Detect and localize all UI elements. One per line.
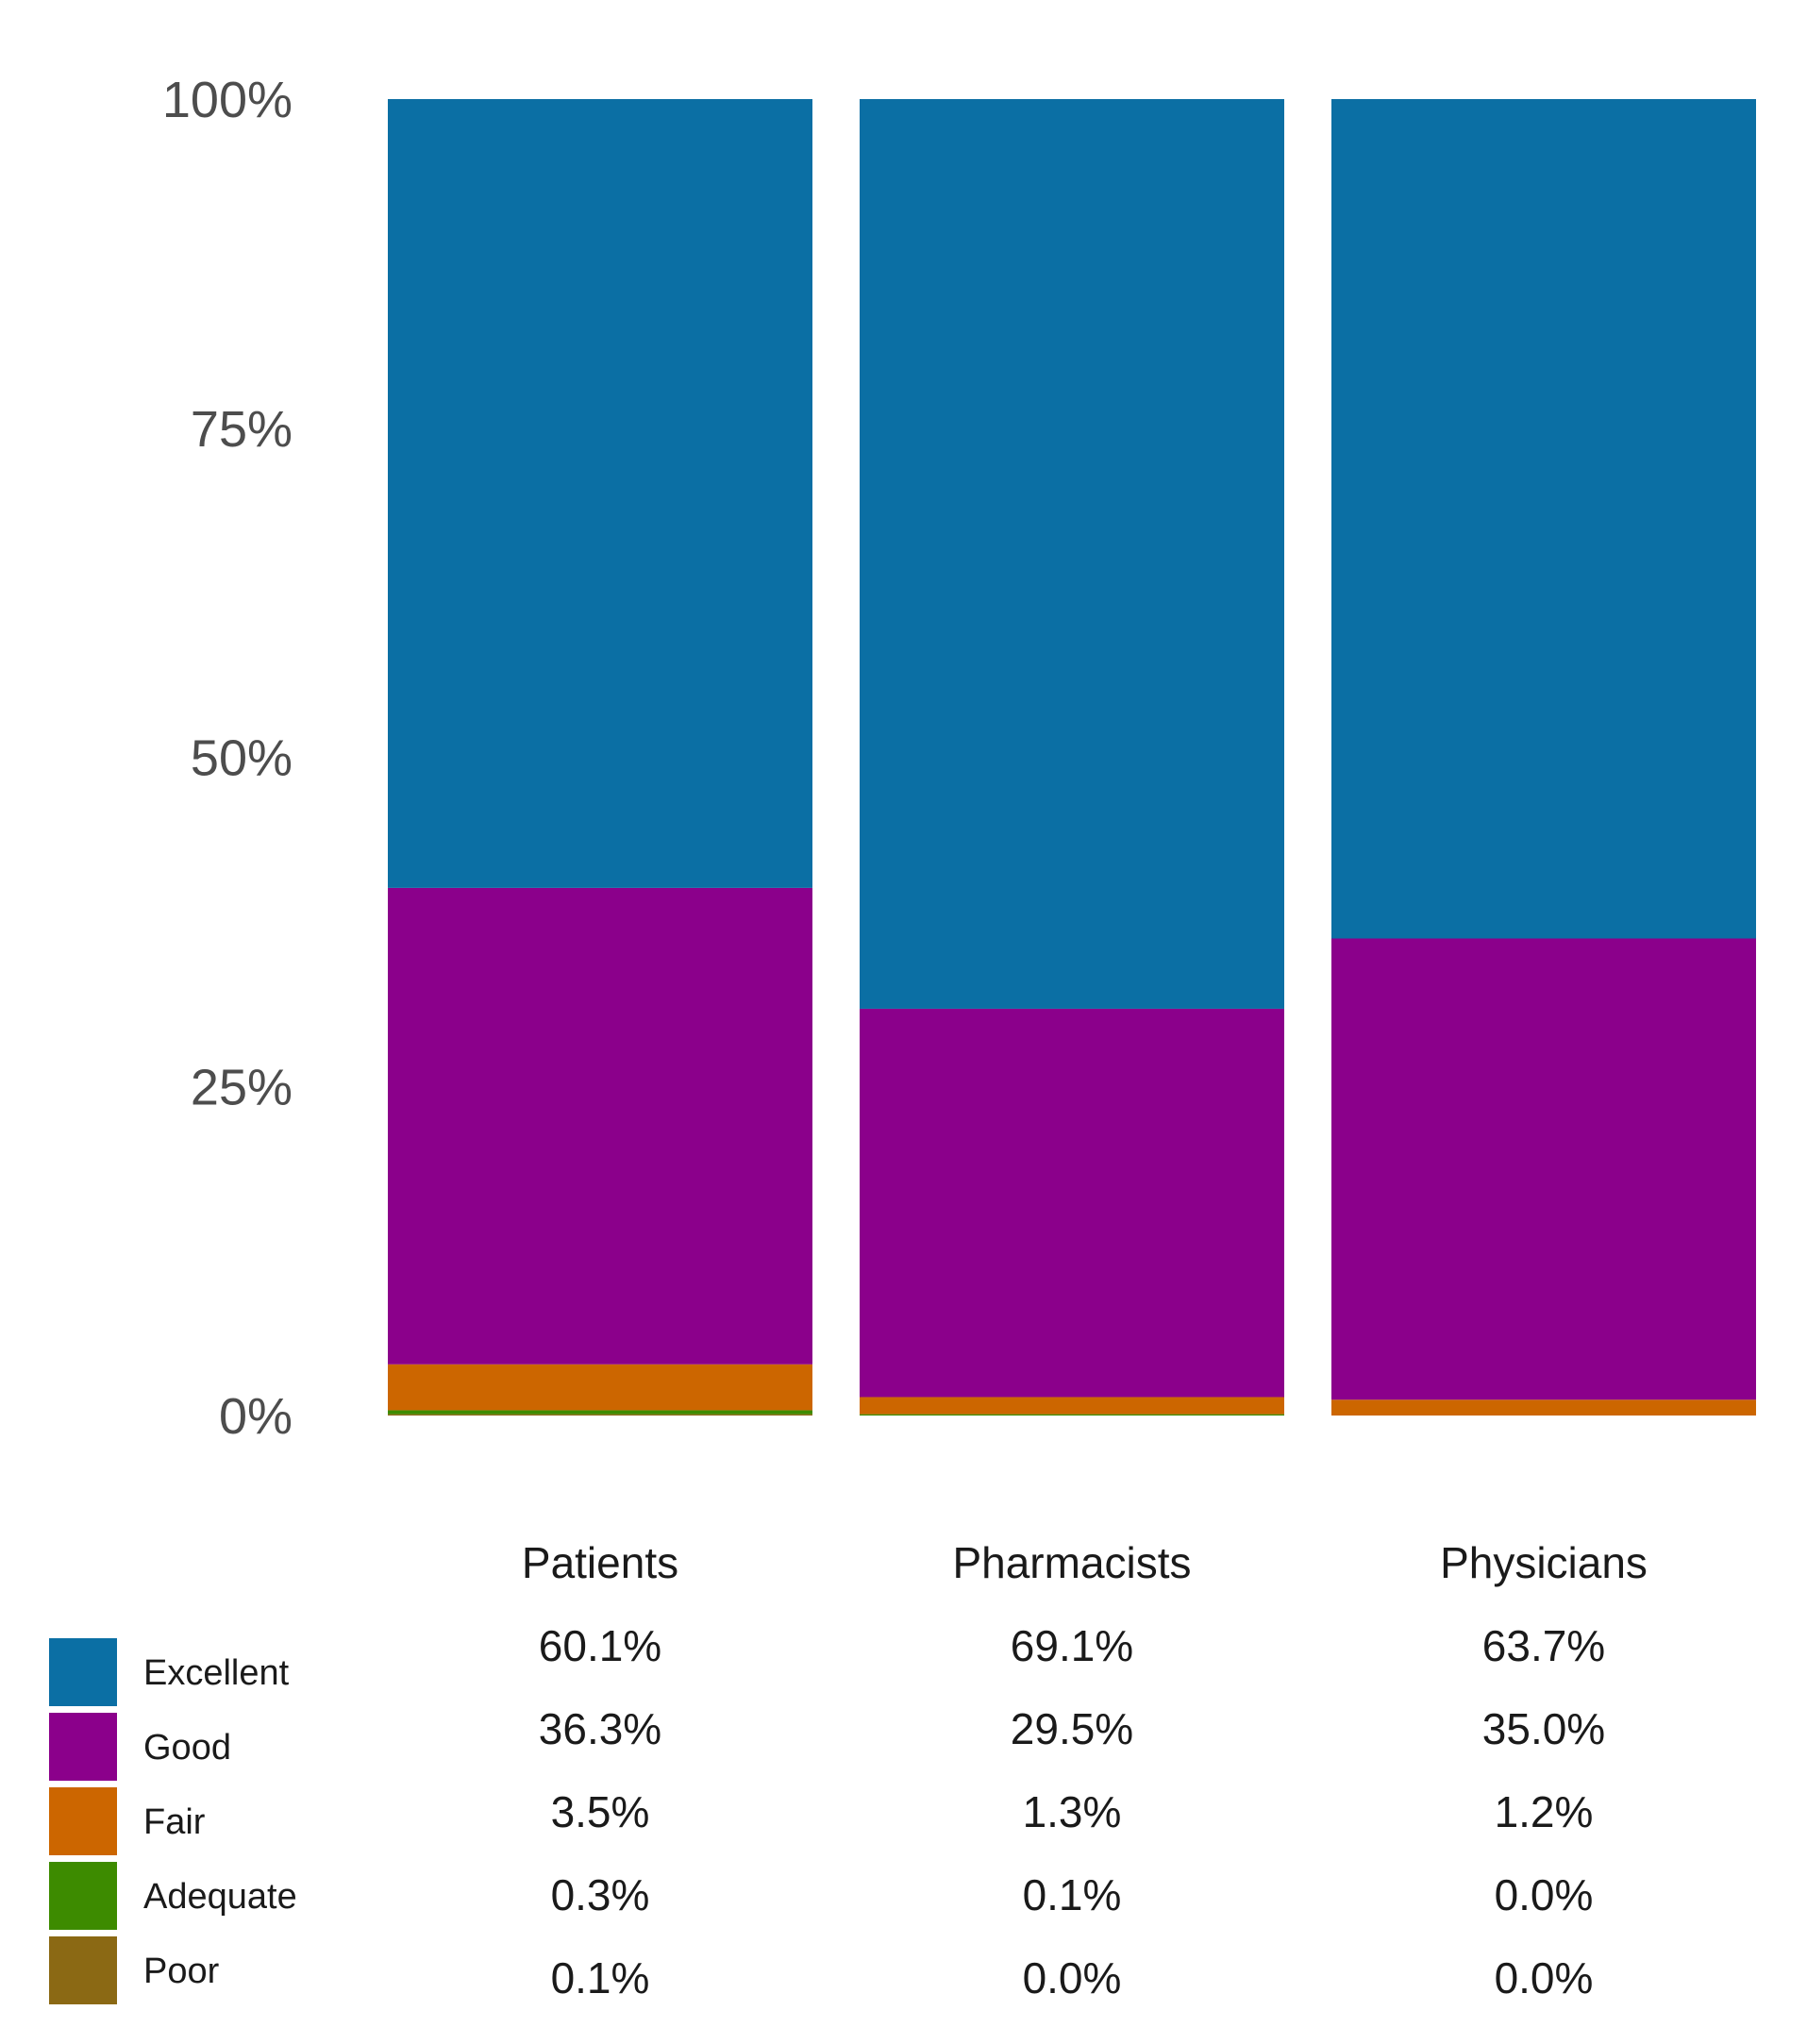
data-label-pharmacists-excellent: 69.1% — [1011, 1621, 1133, 1670]
y-tick-label-75pct: 75% — [191, 401, 293, 458]
category-labels: Patients Pharmacists Physicians — [522, 1538, 1648, 1587]
legend-swatch-fair — [49, 1787, 117, 1855]
data-label-pharmacists-poor: 0.0% — [1023, 1953, 1122, 2002]
data-label-patients-poor: 0.1% — [551, 1953, 650, 2002]
y-tick-label-100pct: 100% — [162, 72, 293, 128]
category-label-pharmacists: Pharmacists — [952, 1538, 1191, 1587]
category-label-physicians: Physicians — [1440, 1538, 1648, 1587]
bar-stack-physicians — [1331, 99, 1756, 1416]
bar-physicians-excellent — [1331, 99, 1756, 939]
legend-item-poor: Poor — [49, 1936, 220, 2004]
legend-label-excellent: Excellent — [143, 1653, 290, 1693]
legend-label-fair: Fair — [143, 1802, 206, 1842]
data-label-pharmacists-adequate: 0.1% — [1023, 1870, 1122, 1919]
category-label-patients: Patients — [522, 1538, 678, 1587]
legend-swatch-good — [49, 1713, 117, 1781]
value-table: 60.1% 69.1% 63.7% 36.3% 29.5% 35.0% 3.5% 1.3% 1.… — [539, 1621, 1605, 2002]
legend-label-adequate: Adequate — [143, 1877, 297, 1917]
legend-swatch-poor — [49, 1936, 117, 2004]
data-label-pharmacists-fair: 1.3% — [1023, 1787, 1122, 1836]
bar-patients-excellent — [388, 99, 812, 888]
legend-item-adequate: Adequate — [49, 1862, 297, 1930]
data-label-physicians-good: 35.0% — [1482, 1704, 1605, 1753]
legend-item-fair: Fair — [49, 1787, 206, 1855]
legend-swatch-adequate — [49, 1862, 117, 1930]
bar-pharmacists-adequate — [860, 1414, 1284, 1416]
bar-pharmacists-fair — [860, 1397, 1284, 1415]
legend: Excellent Good Fair Adequate Poor — [49, 1638, 297, 2004]
bar-pharmacists-good — [860, 1008, 1284, 1398]
bar-stack-patients — [388, 99, 812, 1416]
y-tick-label-25pct: 25% — [191, 1059, 293, 1115]
y-tick-label-0pct: 0% — [219, 1388, 293, 1445]
bar-physicians-fair — [1331, 1399, 1756, 1416]
data-label-patients-excellent: 60.1% — [539, 1621, 661, 1670]
legend-item-excellent: Excellent — [49, 1638, 290, 1706]
legend-swatch-excellent — [49, 1638, 117, 1706]
data-label-pharmacists-good: 29.5% — [1011, 1704, 1133, 1753]
data-label-physicians-poor: 0.0% — [1495, 1953, 1594, 2002]
legend-label-good: Good — [143, 1728, 231, 1768]
bar-patients-adequate — [388, 1410, 812, 1415]
legend-label-poor: Poor — [143, 1952, 220, 1991]
bar-patients-poor — [388, 1414, 812, 1416]
bar-stacks — [388, 99, 1756, 1416]
data-label-physicians-excellent: 63.7% — [1482, 1621, 1605, 1670]
bar-stack-pharmacists — [860, 99, 1284, 1416]
y-tick-label-50pct: 50% — [191, 730, 293, 787]
bar-pharmacists-excellent — [860, 99, 1284, 1009]
bar-physicians-good — [1331, 938, 1756, 1400]
data-label-physicians-fair: 1.2% — [1495, 1787, 1594, 1836]
data-label-physicians-adequate: 0.0% — [1495, 1870, 1594, 1919]
legend-item-good: Good — [49, 1713, 231, 1781]
bar-patients-good — [388, 887, 812, 1365]
y-axis: 0% 25% 50% 75% 100% — [162, 72, 293, 1445]
data-label-patients-good: 36.3% — [539, 1704, 661, 1753]
data-label-patients-adequate: 0.3% — [551, 1870, 650, 1919]
data-label-patients-fair: 3.5% — [551, 1787, 650, 1836]
bar-patients-fair — [388, 1364, 812, 1411]
